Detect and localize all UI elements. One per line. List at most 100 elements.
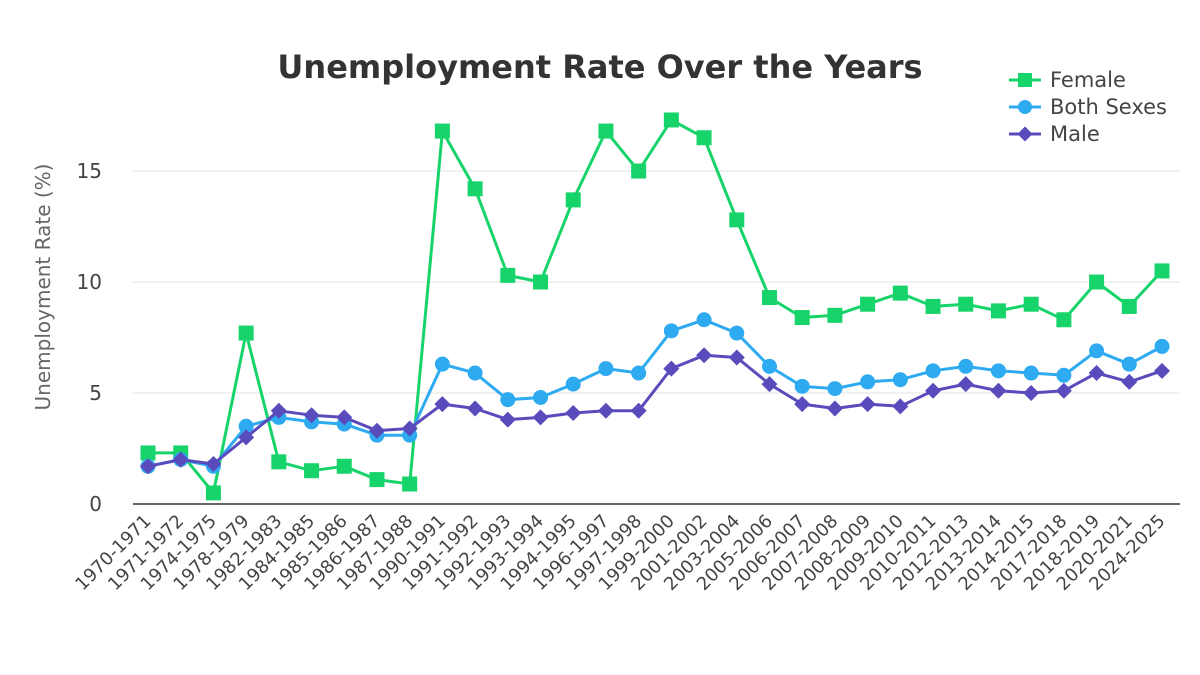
data-point-female: [402, 476, 418, 492]
data-point-female: [958, 296, 974, 312]
legend: Female Both Sexes Male: [1009, 68, 1167, 146]
data-point-male: [597, 402, 614, 419]
data-point-female: [1023, 296, 1039, 312]
data-point-male: [663, 360, 680, 377]
data-point-both-sexes: [696, 312, 712, 328]
y-tick-label: 0: [89, 492, 102, 516]
data-point-female: [434, 123, 450, 139]
y-tick-label: 15: [77, 159, 102, 183]
data-point-both-sexes: [860, 374, 876, 390]
legend-label: Female: [1050, 68, 1126, 92]
data-point-both-sexes: [925, 363, 941, 379]
series-both-sexes: [140, 312, 1170, 474]
data-point-female: [925, 298, 941, 314]
data-point-male: [761, 376, 778, 393]
y-tick-label: 10: [77, 270, 102, 294]
data-point-male: [205, 456, 222, 473]
data-point-male: [336, 409, 353, 426]
data-point-both-sexes: [434, 356, 450, 372]
data-point-male: [467, 400, 484, 417]
data-point-both-sexes: [1089, 343, 1105, 359]
legend-label: Both Sexes: [1050, 95, 1167, 119]
data-point-male: [826, 400, 843, 417]
gridlines: [133, 170, 1180, 394]
data-point-female: [1089, 274, 1105, 290]
data-point-male: [1055, 382, 1072, 399]
data-point-male: [1121, 373, 1138, 390]
data-point-female: [140, 445, 156, 461]
data-point-female: [729, 212, 745, 228]
data-point-both-sexes: [663, 323, 679, 339]
data-point-male: [238, 429, 255, 446]
data-point-both-sexes: [990, 363, 1006, 379]
data-point-male: [1088, 365, 1105, 382]
data-point-female: [631, 163, 647, 179]
data-point-male: [794, 396, 811, 413]
data-point-both-sexes: [565, 376, 581, 392]
data-point-both-sexes: [533, 389, 549, 405]
data-point-male: [925, 382, 942, 399]
data-point-female: [533, 274, 549, 290]
data-point-both-sexes: [1023, 365, 1039, 381]
data-point-both-sexes: [238, 418, 254, 434]
data-point-male: [859, 396, 876, 413]
data-point-female: [696, 130, 712, 146]
data-point-both-sexes: [631, 365, 647, 381]
data-point-female: [794, 310, 810, 326]
legend-item-female: Female: [1009, 68, 1126, 92]
data-point-both-sexes: [794, 378, 810, 394]
data-point-male: [1154, 362, 1170, 379]
data-point-male: [990, 382, 1007, 399]
data-point-male: [565, 404, 582, 421]
data-point-male: [1023, 385, 1040, 402]
series-line-female: [148, 118, 1164, 495]
data-point-female: [663, 112, 679, 128]
legend-marker: [1018, 73, 1032, 87]
data-point-male: [140, 458, 156, 475]
data-point-male: [728, 349, 745, 366]
data-point-both-sexes: [1121, 356, 1137, 372]
legend-label: Male: [1050, 122, 1100, 146]
y-axis-label: Unemployment Rate (%): [31, 164, 55, 411]
data-point-both-sexes: [958, 358, 974, 374]
series-male: [140, 347, 1170, 475]
data-point-both-sexes: [500, 392, 516, 408]
data-point-female: [304, 463, 320, 479]
x-tick-labels: 1970-19711971-19721974-19751978-19791982…: [71, 511, 1169, 595]
chart-title: Unemployment Rate Over the Years: [277, 48, 922, 86]
data-point-female: [598, 123, 614, 139]
data-point-female: [860, 296, 876, 312]
data-point-male: [892, 398, 909, 415]
data-point-male: [270, 402, 287, 419]
data-point-male: [499, 411, 516, 428]
data-point-male: [434, 396, 451, 413]
legend-marker: [1018, 100, 1032, 114]
data-point-male: [957, 376, 974, 393]
data-point-female: [238, 325, 254, 341]
data-point-female: [467, 181, 483, 197]
data-point-female: [271, 454, 287, 470]
data-point-female: [892, 285, 908, 301]
data-point-female: [336, 458, 352, 474]
data-point-male: [630, 402, 647, 419]
series-group: [140, 112, 1170, 501]
data-point-male: [696, 347, 713, 364]
data-point-female: [1056, 312, 1072, 328]
data-point-female: [500, 267, 516, 283]
data-point-female: [1154, 263, 1170, 279]
data-point-female: [1121, 298, 1137, 314]
series-female: [140, 112, 1170, 501]
legend-item-both-sexes: Both Sexes: [1009, 95, 1167, 119]
legend-marker: [1017, 126, 1033, 142]
data-point-both-sexes: [1056, 367, 1072, 383]
y-tick-labels: 0 5 10 15: [77, 159, 102, 516]
data-point-both-sexes: [761, 358, 777, 374]
data-point-male: [368, 422, 385, 439]
data-point-female: [990, 303, 1006, 319]
data-point-male: [303, 407, 320, 424]
data-point-both-sexes: [892, 372, 908, 388]
data-point-male: [172, 451, 189, 468]
data-point-both-sexes: [1154, 338, 1170, 354]
data-point-both-sexes: [598, 361, 614, 377]
